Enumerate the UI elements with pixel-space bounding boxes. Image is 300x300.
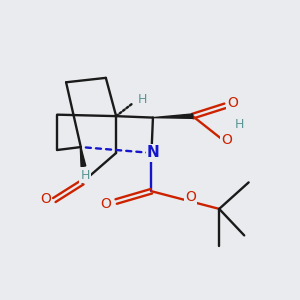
Text: O: O [100, 197, 111, 211]
Text: N: N [147, 146, 159, 160]
Polygon shape [153, 114, 193, 118]
Polygon shape [81, 147, 86, 167]
Text: O: O [40, 192, 51, 206]
Text: H: H [80, 169, 90, 182]
Text: O: O [185, 190, 196, 204]
Text: O: O [227, 96, 238, 110]
Text: O: O [221, 133, 232, 147]
Text: H: H [137, 93, 147, 106]
Text: H: H [235, 118, 244, 130]
